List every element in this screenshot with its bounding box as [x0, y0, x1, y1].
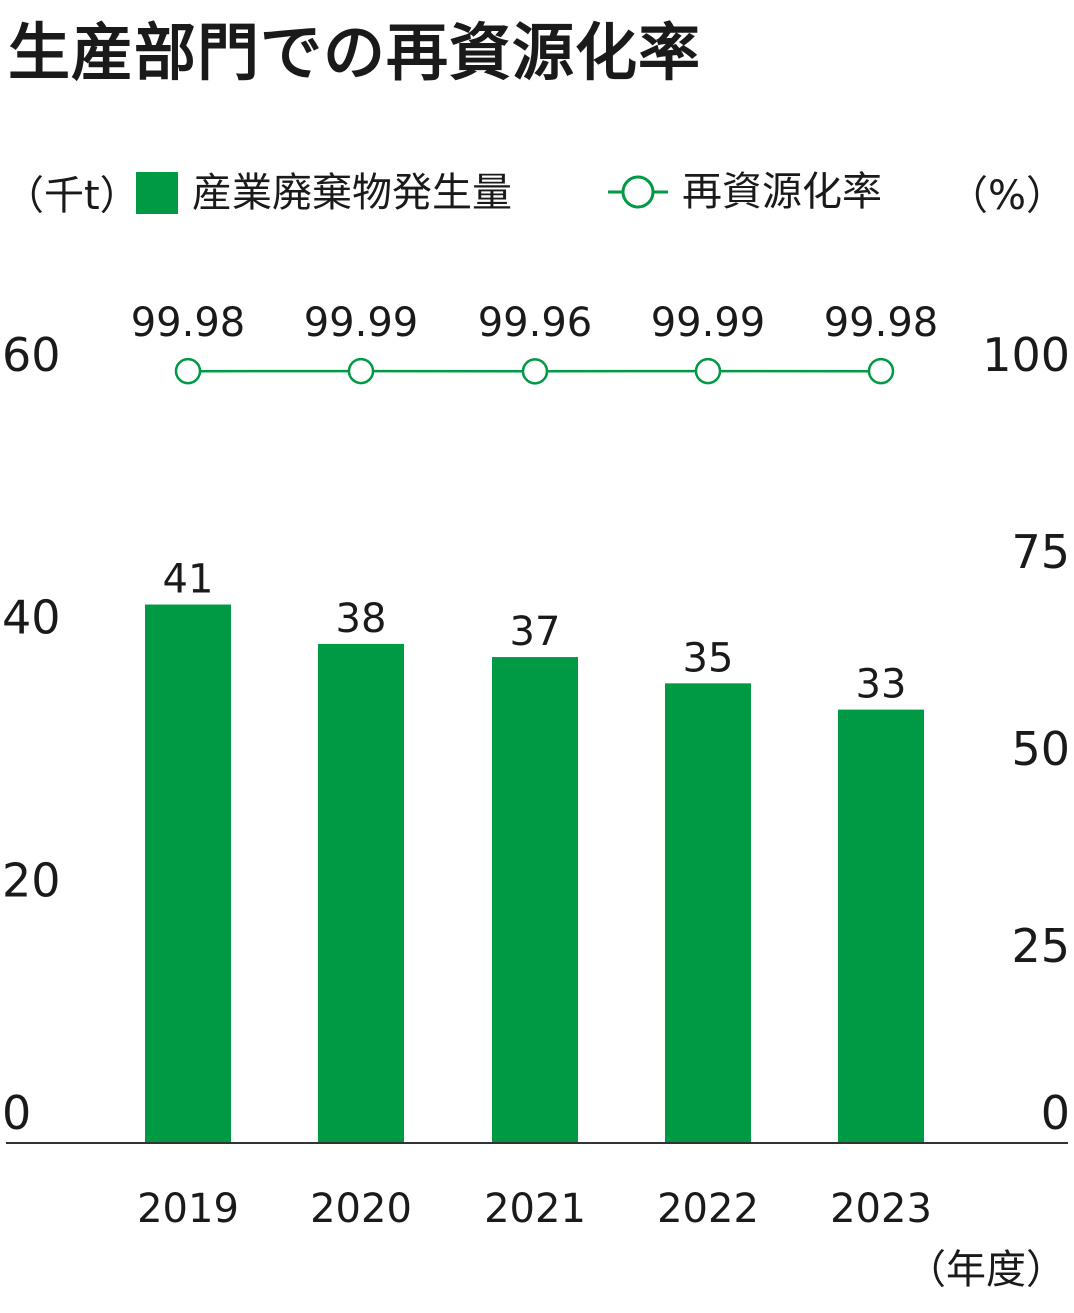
x-axis-unit: （年度） [906, 1247, 1066, 1293]
legend-line-marker [608, 175, 668, 209]
bar-value-label: 33 [856, 662, 907, 708]
recycle-rate-label: 99.98 [824, 300, 939, 346]
y-right-tick-label: 75 [1011, 525, 1070, 579]
y-left-tick-label: 60 [2, 328, 61, 382]
left-axis-unit: （千t） [4, 173, 140, 219]
x-tick-label: 2020 [310, 1186, 412, 1232]
legend-item-recycle-rate: 再資源化率 [606, 172, 882, 212]
legend-bar-swatch [136, 172, 178, 214]
recycle-rate-point [521, 358, 549, 385]
legend-label-recycle-rate: 再資源化率 [682, 169, 882, 215]
bar [492, 657, 578, 1143]
bar-value-label: 35 [683, 635, 734, 681]
recycle-rate-point [694, 357, 722, 385]
chart-title: 生産部門での再資源化率 [8, 16, 702, 89]
bar [318, 643, 404, 1143]
recycle-rate-label: 99.99 [651, 300, 766, 346]
x-tick-label: 2022 [657, 1186, 759, 1232]
bar-value-label: 38 [336, 596, 387, 642]
y-left-tick-label: 0 [2, 1086, 31, 1140]
x-tick-label: 2023 [830, 1186, 932, 1232]
recycle-rate-point [867, 357, 895, 385]
bar [145, 604, 231, 1143]
y-right-tick-label: 0 [1041, 1086, 1070, 1140]
bar-value-label: 37 [510, 609, 561, 655]
y-right-tick-label: 100 [982, 328, 1070, 382]
recycle-rate-point [174, 357, 202, 385]
right-axis-unit: （%） [947, 173, 1066, 219]
bar [665, 683, 751, 1143]
recycle-rate-label: 99.98 [131, 300, 246, 346]
x-tick-label: 2021 [484, 1186, 586, 1232]
y-left-tick-label: 20 [2, 853, 61, 907]
recycle-rate-point [347, 357, 375, 385]
recycle-rate-label: 99.99 [304, 300, 419, 346]
bar [838, 709, 924, 1143]
legend-label-waste: 産業廃棄物発生量 [192, 170, 512, 216]
y-right-tick-label: 25 [1011, 919, 1070, 973]
y-right-tick-label: 50 [1011, 722, 1070, 776]
legend-item-waste: 産業廃棄物発生量 [136, 172, 512, 214]
y-left-tick-label: 40 [2, 591, 61, 645]
bar-value-label: 41 [163, 557, 214, 603]
recycle-rate-label: 99.96 [478, 300, 593, 346]
x-tick-label: 2019 [137, 1186, 239, 1232]
